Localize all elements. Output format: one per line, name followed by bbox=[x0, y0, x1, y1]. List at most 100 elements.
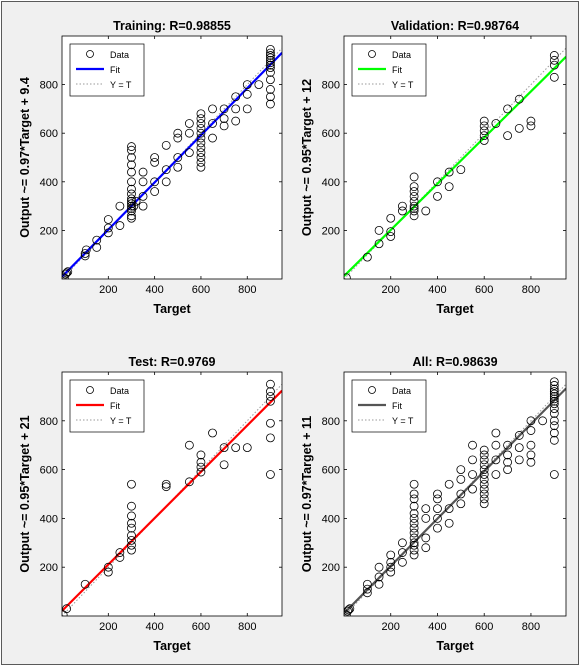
axes-frame bbox=[61, 371, 283, 617]
data-point bbox=[161, 482, 171, 492]
legend-fit-label: Fit bbox=[110, 401, 120, 411]
x-tick-label: 600 bbox=[475, 284, 493, 296]
data-point bbox=[208, 133, 217, 143]
regression-panel-3: Test: R=0.9769 Target Output ~= 0.95*Targe… bbox=[18, 355, 283, 653]
data-point bbox=[409, 206, 419, 216]
data-point bbox=[386, 562, 396, 572]
data-point bbox=[444, 167, 454, 177]
data-point bbox=[127, 196, 136, 206]
x-tick-label: 400 bbox=[145, 621, 163, 633]
data-point bbox=[549, 396, 559, 406]
legend-data-label: Data bbox=[392, 386, 411, 396]
data-point bbox=[468, 440, 477, 450]
data-point bbox=[196, 123, 206, 133]
data-point bbox=[266, 470, 275, 479]
data-point bbox=[115, 201, 125, 211]
y-tick-label: 600 bbox=[322, 128, 340, 140]
data-point bbox=[173, 128, 183, 138]
data-point bbox=[344, 273, 351, 279]
y-tick-label: 200 bbox=[322, 562, 340, 574]
regression-panel-1: Training: R=0.98855 Target Output ~= 0.97*… bbox=[18, 19, 283, 316]
y-tick-label: 800 bbox=[322, 416, 340, 428]
data-point bbox=[184, 148, 194, 158]
data-point bbox=[479, 479, 489, 489]
legend-fit-label: Fit bbox=[392, 401, 402, 411]
plot-title: Test: R=0.9769 bbox=[129, 355, 216, 369]
data-point bbox=[444, 504, 454, 514]
plot-data-layer bbox=[62, 44, 282, 279]
data-point bbox=[231, 443, 241, 453]
data-point bbox=[103, 223, 113, 233]
data-point bbox=[503, 465, 512, 475]
legend: Data Fit Y = T bbox=[69, 43, 145, 97]
data-point bbox=[421, 543, 431, 553]
data-point bbox=[386, 213, 396, 223]
data-point bbox=[456, 499, 466, 509]
data-point bbox=[514, 123, 524, 133]
data-point bbox=[549, 387, 559, 396]
data-point bbox=[409, 545, 419, 555]
data-point bbox=[444, 479, 454, 489]
data-point bbox=[150, 157, 160, 167]
data-point bbox=[266, 51, 275, 60]
data-point bbox=[344, 605, 354, 615]
data-point bbox=[127, 523, 136, 533]
data-point bbox=[362, 584, 372, 594]
y-tick-label: 600 bbox=[322, 465, 340, 477]
data-point bbox=[266, 60, 275, 70]
data-point bbox=[409, 201, 419, 211]
data-point bbox=[549, 421, 559, 431]
data-point bbox=[219, 114, 229, 124]
data-point bbox=[479, 455, 489, 465]
y-tick-label: 800 bbox=[322, 80, 340, 92]
data-point bbox=[409, 204, 419, 213]
data-point bbox=[374, 562, 384, 572]
data-point bbox=[196, 119, 206, 128]
data-point bbox=[266, 44, 275, 54]
data-point bbox=[196, 148, 206, 158]
data-point bbox=[242, 80, 252, 89]
data-point bbox=[538, 416, 548, 426]
data-point bbox=[184, 477, 194, 487]
data-point bbox=[549, 416, 559, 426]
data-point bbox=[127, 211, 136, 221]
data-point bbox=[150, 177, 160, 187]
data-point bbox=[161, 177, 171, 187]
data-point bbox=[398, 557, 407, 567]
data-point bbox=[409, 523, 419, 533]
data-point bbox=[266, 379, 275, 389]
data-point bbox=[456, 165, 466, 175]
data-point bbox=[219, 104, 229, 114]
legend: Data Fit Y = T bbox=[351, 379, 427, 433]
data-point bbox=[503, 131, 512, 141]
data-point bbox=[138, 191, 148, 201]
data-point bbox=[196, 133, 206, 143]
data-point bbox=[409, 172, 419, 182]
y-axis-label: Output ~= 0.95*Target + 21 bbox=[18, 415, 32, 572]
data-point bbox=[433, 514, 442, 523]
x-tick-label: 200 bbox=[382, 621, 400, 633]
data-point bbox=[345, 604, 355, 614]
data-point bbox=[549, 409, 559, 418]
data-point bbox=[433, 489, 442, 499]
data-point bbox=[479, 484, 489, 494]
data-point bbox=[242, 443, 252, 453]
legend-data-label: Data bbox=[110, 386, 129, 396]
data-point bbox=[103, 228, 113, 238]
x-tick-label: 400 bbox=[428, 284, 446, 296]
data-point bbox=[161, 165, 171, 175]
y-tick-label: 800 bbox=[40, 80, 58, 92]
data-point bbox=[184, 440, 194, 450]
data-point bbox=[103, 562, 113, 572]
y-tick-label: 400 bbox=[322, 177, 340, 189]
data-point bbox=[219, 460, 229, 470]
x-tick-label: 600 bbox=[475, 621, 493, 633]
data-point bbox=[526, 416, 536, 426]
data-point bbox=[127, 184, 136, 194]
x-axis-label: Target bbox=[153, 639, 191, 653]
y-axis-label: Output ~= 0.97*Target + 9.4 bbox=[18, 77, 32, 238]
data-point bbox=[173, 133, 183, 143]
data-point bbox=[549, 389, 559, 399]
data-point bbox=[386, 550, 396, 560]
